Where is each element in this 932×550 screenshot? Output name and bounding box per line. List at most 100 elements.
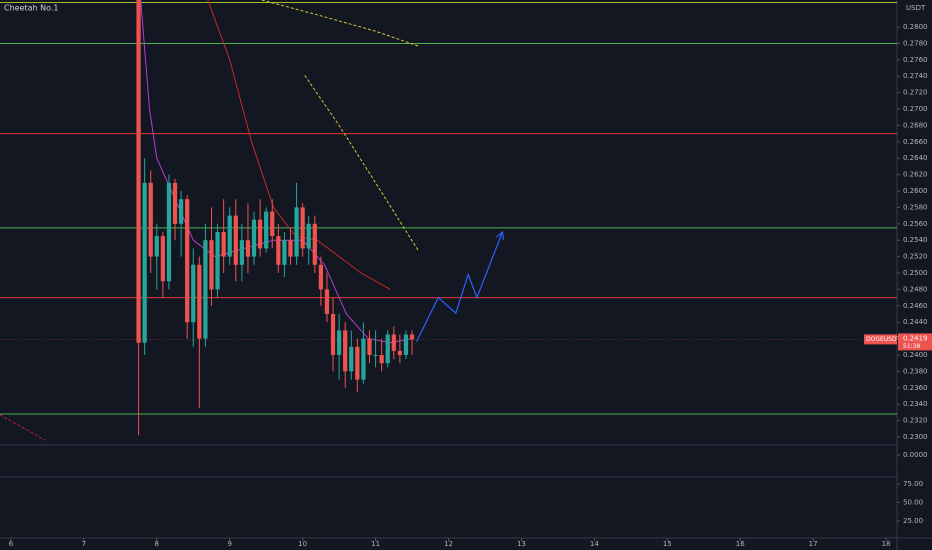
y-tick-label: 0.2520: [903, 253, 928, 261]
y-tick-label: 0.2480: [903, 285, 928, 293]
candle-body: [197, 264, 202, 339]
chart-title: Cheetah No.1: [4, 4, 59, 13]
candle-body: [233, 215, 238, 265]
candle-body: [282, 240, 287, 265]
candle-body: [148, 182, 153, 257]
rsi-tick-label: 25.00: [903, 517, 923, 525]
candle-body: [379, 354, 384, 364]
candle-body: [385, 334, 390, 364]
x-tick-label: 10: [298, 540, 307, 548]
y-tick-label: 0.2700: [903, 105, 928, 113]
volume-tick-label: 0.0000: [903, 451, 928, 459]
x-tick-label: 14: [590, 540, 599, 548]
candle-body: [257, 219, 263, 249]
candle-body: [251, 219, 257, 257]
y-tick-label: 0.2640: [903, 154, 928, 162]
candle-body: [160, 236, 165, 282]
indicator-line: [261, 0, 421, 251]
candle-body: [397, 350, 403, 355]
rsi-tick-label: 75.00: [903, 480, 923, 488]
y-tick-label: 0.2560: [903, 220, 928, 228]
countdown-label: 51:38: [903, 343, 920, 350]
candle-body: [294, 207, 299, 257]
candle-body: [227, 215, 232, 257]
candle-body: [245, 240, 251, 257]
candle-body: [166, 182, 172, 282]
symbol-tag: [864, 334, 897, 345]
y-tick-label: 0.2720: [903, 89, 928, 97]
candle-body: [172, 182, 178, 224]
candle-body: [330, 313, 336, 355]
y-tick-label: 0.2340: [903, 400, 928, 408]
indicator-line: [0, 414, 46, 441]
y-tick-label: 0.2320: [903, 417, 928, 425]
y-tick-label: 0.2680: [903, 121, 928, 129]
candle-body: [239, 240, 245, 265]
y-tick-label: 0.2580: [903, 203, 928, 211]
y-tick-label: 0.2380: [903, 367, 928, 375]
y-tick-label: 0.2440: [903, 318, 928, 326]
candle-body: [312, 223, 317, 265]
y-tick-label: 0.2500: [903, 269, 928, 277]
candle-body: [361, 338, 366, 380]
candle-body: [349, 346, 354, 372]
rsi-tick-label: 50.00: [903, 499, 923, 507]
y-tick-label: 0.2540: [903, 236, 928, 244]
candle-body: [373, 354, 378, 356]
y-tick-label: 0.2740: [903, 72, 928, 80]
candle-body: [270, 211, 275, 237]
candle-body: [142, 182, 147, 343]
x-tick-label: 11: [371, 540, 380, 548]
y-tick-label: 0.2300: [903, 433, 928, 441]
candle-body: [391, 334, 396, 351]
projection-path: [415, 231, 504, 343]
x-tick-label: 8: [155, 540, 159, 548]
y-tick-label: 0.2360: [903, 384, 928, 392]
price-tag: [898, 333, 932, 351]
candle-body: [203, 240, 208, 339]
x-tick-label: 18: [882, 540, 891, 548]
candle-body: [318, 264, 324, 290]
price-label: 0.2419: [903, 334, 928, 342]
candle-body: [221, 232, 226, 257]
unit-label: USDT: [906, 4, 926, 12]
candle-body: [185, 199, 190, 323]
y-tick-label: 0.2780: [903, 39, 928, 47]
candle-body: [191, 264, 196, 323]
candle-body: [324, 289, 330, 314]
candle-body: [300, 207, 305, 249]
y-tick-label: 0.2600: [903, 187, 928, 195]
candle-body: [288, 240, 293, 257]
symbol-label: DOGEUSDT: [866, 336, 901, 343]
x-tick-label: 6: [9, 540, 14, 548]
y-tick-label: 0.2620: [903, 171, 928, 179]
x-tick-label: 15: [663, 540, 672, 548]
candle-body: [355, 346, 360, 380]
candle-body: [178, 199, 184, 224]
y-tick-label: 0.2660: [903, 138, 928, 146]
x-tick-label: 7: [82, 540, 86, 548]
candle-body: [343, 330, 348, 372]
y-tick-label: 0.2400: [903, 351, 928, 359]
candle-body: [367, 338, 372, 355]
candle-body: [136, 0, 141, 343]
candle-body: [403, 334, 409, 355]
candle-body: [154, 236, 159, 257]
candle-body: [276, 236, 281, 265]
y-tick-label: 0.2760: [903, 56, 928, 64]
x-tick-label: 13: [517, 540, 526, 548]
y-tick-label: 0.2460: [903, 302, 928, 310]
candle-body: [336, 330, 342, 355]
candle-body: [215, 232, 220, 290]
x-tick-label: 17: [809, 540, 818, 548]
candle-body: [209, 240, 214, 290]
x-tick-label: 16: [736, 540, 745, 548]
arrow-head: [495, 230, 505, 240]
candle-body: [409, 334, 415, 340]
y-tick-label: 0.2800: [903, 23, 928, 31]
candle-body: [264, 211, 269, 249]
x-tick-label: 9: [227, 540, 231, 548]
